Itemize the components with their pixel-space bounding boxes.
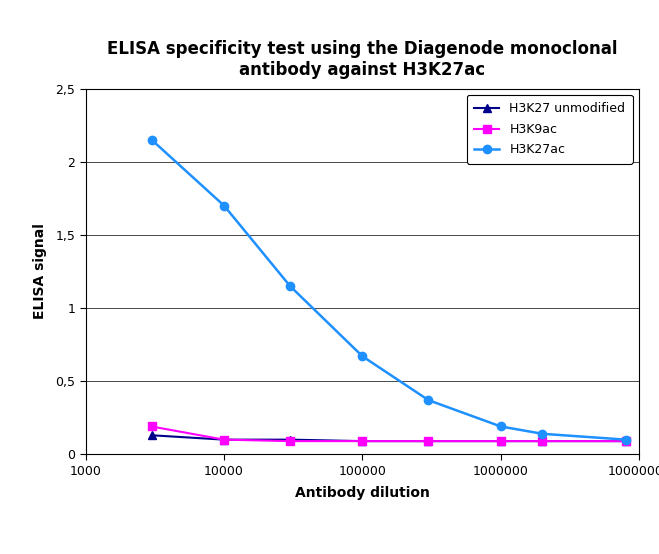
X-axis label: Antibody dilution: Antibody dilution	[295, 486, 430, 500]
H3K9ac	[424, 438, 432, 444]
H3K27 unmodified	[220, 437, 228, 443]
H3K9ac	[538, 438, 546, 444]
H3K9ac	[622, 438, 630, 444]
H3K27 unmodified	[424, 438, 432, 444]
H3K27 unmodified	[286, 437, 294, 443]
Line: H3K27ac: H3K27ac	[148, 136, 630, 444]
H3K27 unmodified	[148, 432, 156, 439]
H3K9ac	[358, 438, 366, 444]
H3K27ac	[622, 437, 630, 443]
Title: ELISA specificity test using the Diagenode monoclonal
antibody against H3K27ac: ELISA specificity test using the Diageno…	[107, 40, 617, 79]
H3K27ac	[538, 430, 546, 437]
H3K27 unmodified	[622, 438, 630, 444]
H3K9ac	[220, 437, 228, 443]
H3K27 unmodified	[358, 438, 366, 444]
H3K27ac	[286, 283, 294, 289]
Legend: H3K27 unmodified, H3K9ac, H3K27ac: H3K27 unmodified, H3K9ac, H3K27ac	[467, 95, 633, 164]
H3K9ac	[286, 438, 294, 444]
Line: H3K27 unmodified: H3K27 unmodified	[148, 431, 630, 445]
H3K27ac	[358, 353, 366, 360]
Line: H3K9ac: H3K9ac	[148, 422, 630, 445]
H3K9ac	[497, 438, 505, 444]
H3K27 unmodified	[497, 438, 505, 444]
H3K27ac	[220, 202, 228, 209]
H3K27ac	[424, 397, 432, 403]
H3K27ac	[148, 136, 156, 143]
H3K27 unmodified	[538, 438, 546, 444]
Y-axis label: ELISA signal: ELISA signal	[33, 223, 47, 320]
H3K27ac	[497, 423, 505, 430]
H3K9ac	[148, 423, 156, 430]
